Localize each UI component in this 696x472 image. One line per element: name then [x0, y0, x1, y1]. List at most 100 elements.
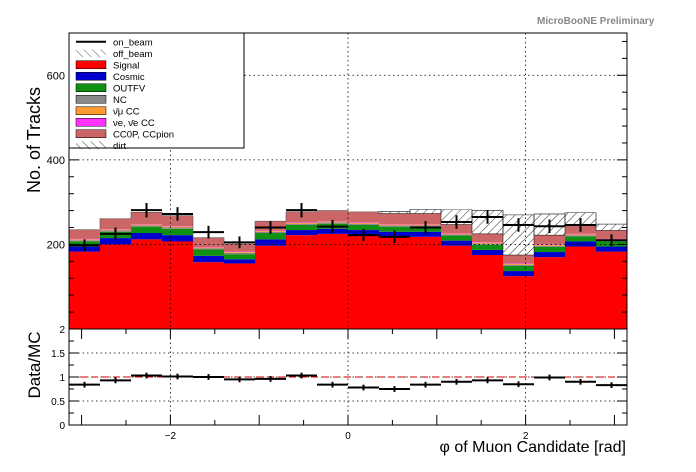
bar-3-7	[286, 223, 317, 225]
bar-1-16	[565, 241, 596, 247]
x-axis-label: φ of Muon Candidate [rad]	[440, 439, 626, 456]
legend-swatch	[75, 118, 107, 127]
bar-4-15	[534, 244, 566, 246]
bar-4-14	[502, 263, 534, 265]
legend-label: ν̄μ CC	[113, 106, 140, 117]
bar-1-7	[286, 230, 317, 236]
bar-0-12	[441, 245, 473, 329]
bar-0-15	[534, 257, 566, 329]
legend-swatch	[75, 106, 107, 115]
bar-6-8	[316, 210, 348, 222]
bar-1-15	[534, 252, 566, 258]
x-tick-label: 0	[345, 431, 351, 442]
legend-label: Cosmic	[113, 72, 145, 83]
bar-0-2	[130, 239, 162, 329]
legend-label: off_beam	[113, 49, 153, 60]
bar-6-14	[502, 255, 534, 264]
bar-6-11	[409, 213, 441, 225]
bar-4-7	[286, 222, 317, 224]
bar-1-4	[193, 255, 224, 263]
bar-3-16	[565, 235, 596, 237]
bar-0-4	[193, 262, 224, 329]
y-axis-label: No. of Tracks	[24, 87, 44, 193]
legend-swatch	[75, 129, 107, 138]
legend-swatch	[75, 83, 107, 92]
bar-6-2	[130, 212, 162, 225]
bar-4-9	[348, 222, 380, 224]
bar-2-5	[223, 254, 255, 260]
bar-3-2	[130, 225, 162, 227]
legend-label: NC	[113, 95, 127, 106]
bar-6-1	[100, 218, 131, 230]
bar-3-12	[441, 234, 473, 236]
ratio-y-tick-label: 0.5	[51, 397, 65, 408]
bar-1-1	[100, 238, 131, 245]
bar-4-16	[565, 234, 596, 236]
bar-6-3	[162, 215, 194, 227]
x-tick-label: 2	[523, 431, 529, 442]
bar-2-2	[130, 226, 162, 234]
ratio-y-tick-label: 2	[59, 325, 65, 336]
bar-0-8	[316, 233, 348, 329]
legend-label: dirt	[113, 141, 127, 152]
ratio-y-tick-label: 0	[59, 421, 65, 432]
bar-2-6	[255, 233, 287, 240]
bar-3-9	[348, 223, 380, 225]
bar-1-2	[130, 233, 162, 240]
bar-2-12	[441, 235, 473, 241]
bar-0-17	[595, 251, 627, 329]
bar-2-3	[162, 228, 194, 236]
total-outline	[69, 209, 627, 245]
legend-label: Signal	[113, 60, 139, 71]
bar-2-7	[286, 224, 317, 231]
bar-4-4	[193, 247, 224, 249]
bar-0-6	[255, 245, 287, 329]
bar-0-0	[69, 251, 101, 329]
bar-4-13	[472, 242, 503, 244]
legend-swatch	[75, 95, 107, 104]
bar-0-14	[502, 276, 534, 329]
bar-7-11	[409, 209, 442, 214]
main-plot-area: 200 400 600	[47, 32, 628, 330]
bar-3-15	[534, 245, 566, 247]
bar-2-13	[472, 244, 503, 250]
bar-2-9	[348, 224, 380, 231]
bar-3-3	[162, 227, 194, 229]
bar-1-6	[255, 239, 287, 246]
bar-6-0	[69, 229, 101, 239]
bar-2-10	[379, 226, 410, 232]
bar-0-9	[348, 235, 380, 329]
bar-1-5	[223, 259, 255, 264]
bar-3-5	[223, 252, 255, 255]
bar-6-10	[379, 213, 410, 225]
bar-4-12	[441, 233, 473, 235]
bar-0-11	[409, 236, 441, 329]
bar-4-3	[162, 226, 194, 228]
bar-0-3	[162, 241, 194, 329]
bar-6-15	[534, 235, 566, 245]
bar-1-3	[162, 235, 194, 242]
bar-0-16	[565, 246, 596, 329]
bar-1-14	[502, 271, 534, 277]
bar-4-2	[130, 224, 162, 226]
bar-0-1	[100, 244, 131, 329]
ratio-y-tick-label: 1	[59, 373, 65, 384]
y-tick-label: 200	[47, 239, 65, 251]
legend-label: νe, ν̄e CC	[113, 118, 155, 129]
bar-2-16	[565, 236, 596, 242]
legend-swatch	[75, 60, 107, 69]
bar-3-14	[502, 264, 534, 266]
bar-2-15	[534, 246, 566, 253]
legend-label: OUTFV	[113, 83, 146, 94]
preliminary-label: MicroBooNE Preliminary	[537, 16, 655, 27]
ratio-plot-area: 0 0.5 1 1.5 2 −2 0 2	[51, 325, 628, 442]
bar-6-13	[472, 233, 503, 243]
ratio-y-tick-label: 1.5	[51, 349, 65, 360]
bar-3-4	[193, 248, 224, 250]
bar-6-4	[193, 237, 224, 247]
bar-0-13	[472, 255, 503, 329]
bar-3-10	[379, 225, 410, 227]
legend-swatch-hatch	[76, 141, 106, 150]
y-tick-label: 400	[47, 155, 65, 167]
